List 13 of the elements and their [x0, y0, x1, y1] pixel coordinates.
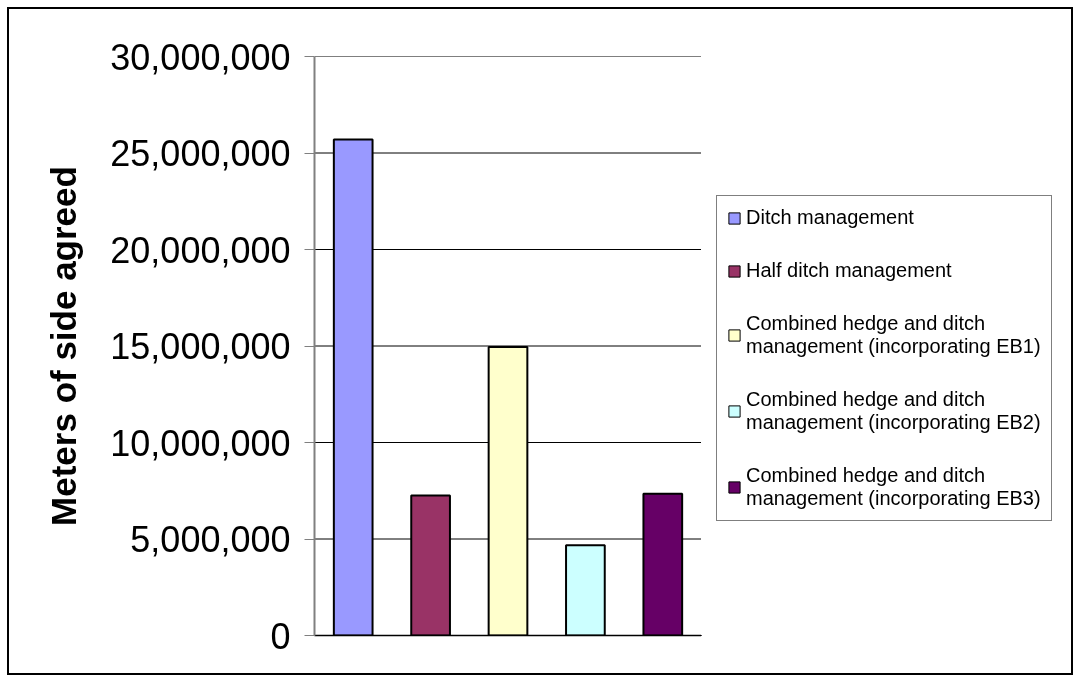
y-tick-label: 20,000,000 [110, 229, 291, 271]
legend-label: Combined hedge and ditch management (incorporating EB2) [746, 388, 1041, 434]
y-tick-label: 25,000,000 [110, 133, 291, 174]
y-axis-title: Meters of side agreed [44, 166, 84, 526]
y-tick-label: 30,000,000 [110, 36, 291, 78]
legend-label: Combined hedge and ditch management (incorporating EB3) [746, 464, 1041, 510]
y-tick-label: 10,000,000 [110, 422, 291, 464]
y-tick-label: 15,000,000 [110, 326, 291, 367]
legend-label: Ditch management [746, 206, 914, 229]
y-tick-label: 5,000,000 [130, 519, 291, 560]
legend-label: Half ditch management [746, 259, 952, 282]
legend-label: Combined hedge and ditch management (incorporating EB1) [746, 312, 1041, 358]
y-tick-label: 0 [270, 615, 291, 657]
